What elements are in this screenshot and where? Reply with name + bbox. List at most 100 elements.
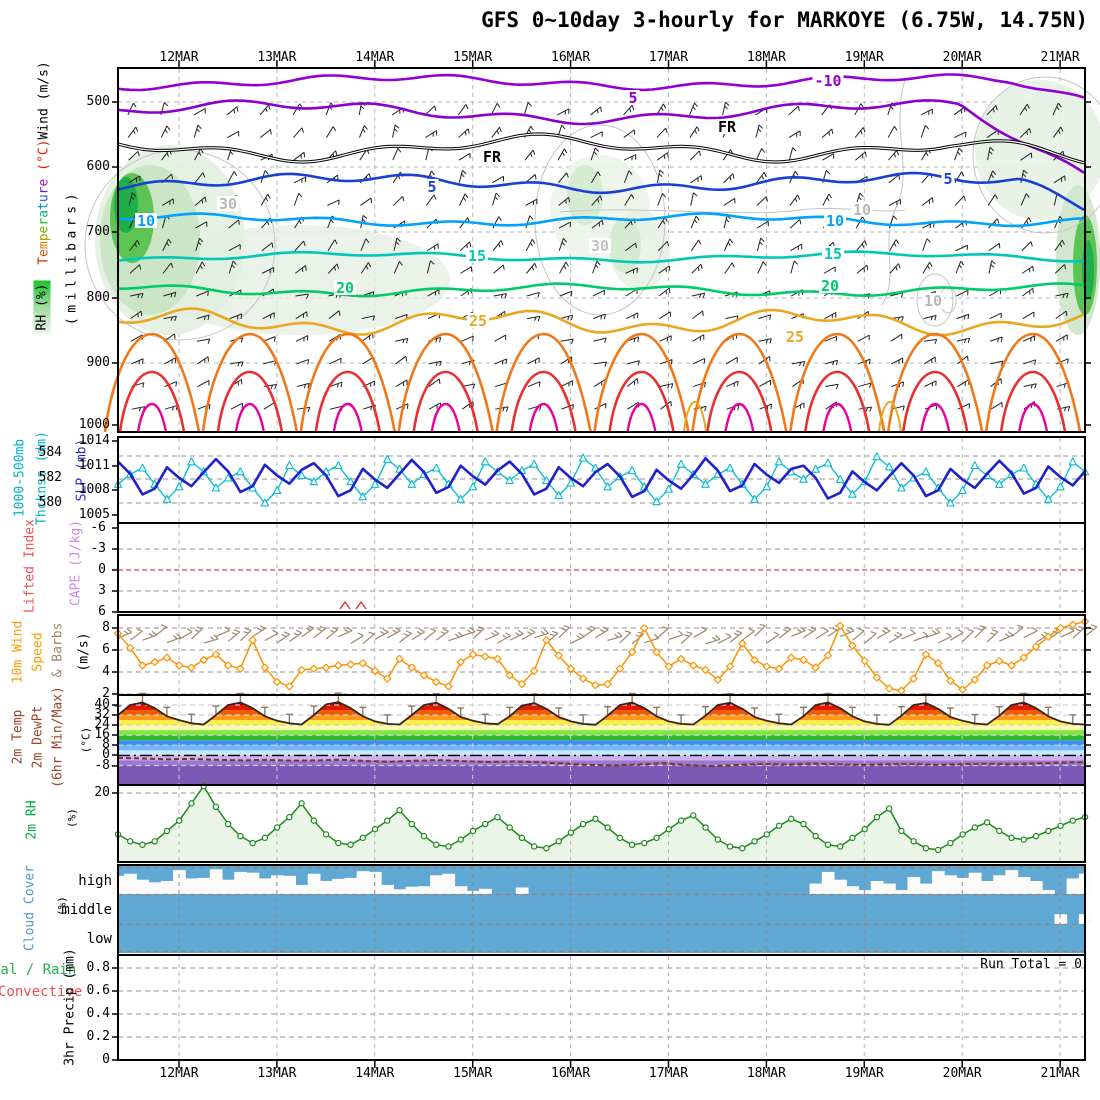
grid-line — [832, 361, 835, 366]
grid-line — [670, 401, 672, 407]
grid-line — [590, 131, 603, 139]
slp-tick: 1008 — [78, 482, 110, 497]
grid-line — [458, 170, 463, 183]
grid-line — [303, 152, 306, 158]
thickness-marker — [297, 471, 306, 480]
grid-line — [281, 633, 287, 638]
wind10m-marker — [468, 650, 478, 659]
grid-line — [599, 195, 603, 201]
grid-line — [465, 104, 469, 110]
grid-line — [937, 635, 952, 644]
thickness-tick: 584 — [38, 445, 62, 460]
grid-line — [207, 291, 209, 297]
grid-line — [406, 403, 409, 409]
grid-line — [902, 405, 905, 411]
grid-line — [265, 197, 269, 202]
grid-line — [778, 628, 792, 639]
grid-line — [898, 174, 901, 180]
grid-line — [922, 631, 929, 637]
grid-line — [131, 358, 144, 365]
grid-line — [913, 635, 928, 642]
wind10m-marker — [836, 621, 845, 630]
thickness-marker — [836, 475, 845, 483]
grid-line — [761, 148, 765, 153]
grid-line — [197, 241, 202, 246]
grid-line — [624, 194, 632, 206]
grid-line — [572, 404, 574, 410]
thickness-marker — [652, 497, 661, 506]
wind10m-marker — [750, 655, 759, 665]
grid-line — [633, 129, 636, 135]
date-label-top-16MAR: 16MAR — [551, 50, 591, 65]
grid-line — [399, 261, 403, 266]
grid-line — [293, 193, 300, 206]
grid-line — [232, 260, 237, 266]
grid-line — [696, 126, 700, 132]
grid-line — [957, 629, 964, 634]
high-cloud-bar — [907, 877, 921, 894]
grid-line — [435, 338, 438, 343]
grid-line — [1020, 193, 1027, 206]
grid-line — [504, 293, 507, 299]
grid-line — [1000, 360, 1004, 366]
grid-line — [213, 634, 219, 640]
rh2m-marker — [922, 845, 930, 852]
grid-line — [954, 147, 960, 161]
grid-line — [1067, 406, 1071, 412]
contour-label: 5 — [943, 170, 952, 188]
grid-line — [727, 242, 731, 247]
wind10m-marker — [970, 675, 979, 684]
grid-line — [1000, 336, 1003, 343]
wind10m-marker — [1019, 653, 1028, 662]
grid-line — [957, 403, 970, 410]
grid-line — [1022, 311, 1035, 320]
grid-line — [597, 109, 599, 114]
grid-line — [862, 127, 866, 133]
temp-tick: 8 — [102, 737, 110, 752]
grid-line — [368, 262, 372, 268]
grid-line — [991, 260, 996, 265]
grid-line — [791, 630, 806, 637]
li-tick: 3 — [98, 583, 106, 598]
grid-line — [923, 314, 937, 320]
grid-line — [593, 361, 607, 365]
grid-line — [498, 216, 502, 221]
grid-line — [426, 194, 435, 206]
grid-line — [524, 149, 534, 161]
wind10m-marker — [297, 665, 306, 674]
high-cloud-bar — [895, 890, 909, 894]
grid-line — [1022, 173, 1027, 178]
grid-line — [194, 148, 201, 161]
grid-line — [629, 108, 632, 113]
grid-line — [458, 128, 469, 138]
grid-line — [227, 130, 239, 139]
thickness-marker — [358, 492, 367, 501]
grid-line — [571, 338, 574, 345]
grid-line — [207, 338, 211, 344]
grid-line — [644, 637, 659, 644]
rh2m-marker — [861, 826, 868, 833]
grid-line — [1023, 630, 1038, 638]
high-cloud-bar — [136, 879, 150, 894]
rh2m-marker — [1045, 827, 1052, 835]
date-label-bottom-14MAR: 14MAR — [355, 1066, 395, 1081]
thickness-marker — [566, 478, 576, 487]
grid-line — [245, 628, 252, 631]
rh2m-marker — [359, 834, 367, 842]
rh2m-marker — [751, 838, 758, 845]
grid-line — [534, 316, 537, 322]
grid-line — [270, 129, 272, 135]
slp-tick: 1011 — [78, 458, 110, 473]
grid-line — [794, 198, 798, 203]
grid-line — [992, 170, 997, 176]
grid-line — [374, 631, 389, 640]
contour-label: 20 — [821, 277, 839, 295]
rh2m-marker — [849, 834, 856, 842]
grid-line — [1054, 239, 1063, 252]
grid-line — [890, 333, 903, 342]
path — [430, 402, 461, 433]
grid-line — [731, 262, 735, 268]
grid-line — [670, 383, 674, 389]
grid-line — [426, 260, 431, 274]
grid-line — [759, 241, 763, 246]
